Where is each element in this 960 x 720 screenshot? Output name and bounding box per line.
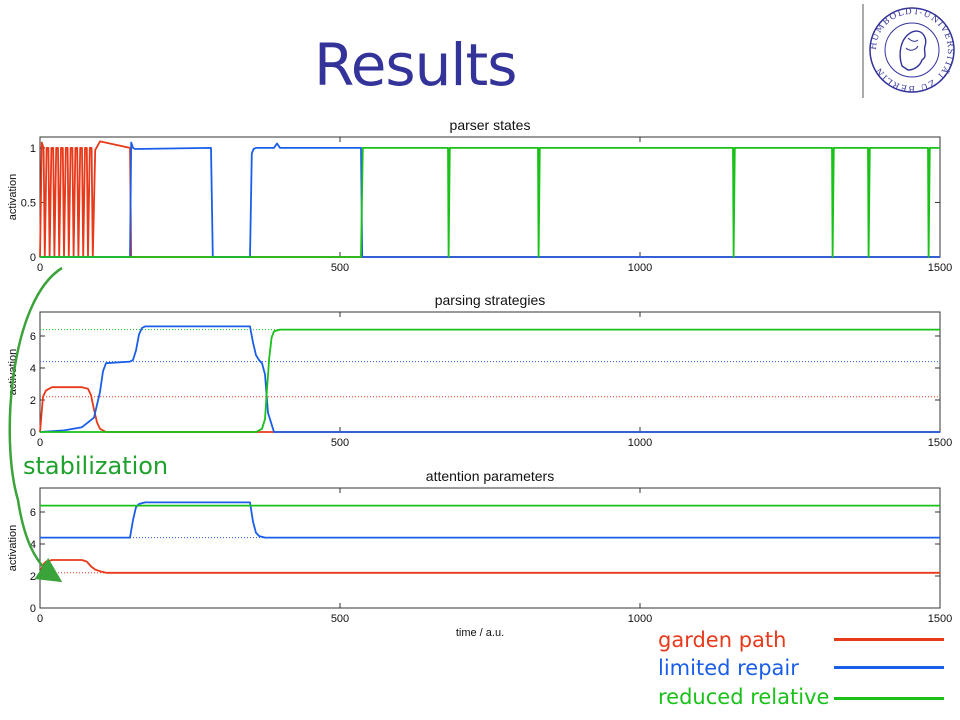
x-tick-label: 0 (37, 437, 43, 449)
y-tick-label: 2 (30, 395, 36, 407)
y-tick-label: 4 (30, 539, 36, 551)
y-axis-label: activation (7, 525, 19, 571)
x-tick-label: 500 (331, 262, 349, 274)
legend-swatch-garden-path (834, 638, 944, 641)
attention-parameters-chart: attention parameters activation time / a.u… (7, 468, 952, 639)
series-line-limited-repair (39, 325, 940, 433)
y-tick-label: 0 (30, 603, 36, 615)
y-tick-label: 0.5 (21, 197, 36, 209)
legend-label-limited-repair: limited repair (658, 656, 799, 680)
legend-swatch-reduced-relative (834, 697, 944, 700)
y-tick-label: 0 (30, 252, 36, 264)
stabilization-annotation: stabilization (23, 452, 169, 480)
plot-frame (39, 487, 941, 609)
x-tick-label: 1000 (628, 613, 652, 625)
legend-swatch-limited-repair (834, 666, 944, 669)
x-tick-label: 1500 (928, 613, 952, 625)
x-tick-label: 1000 (628, 262, 652, 274)
x-tick-label: 1000 (628, 437, 652, 449)
x-tick-label: 1500 (928, 262, 952, 274)
plot-frame (39, 311, 941, 433)
y-tick-label: 0 (30, 427, 36, 439)
x-tick-label: 500 (331, 613, 349, 625)
parser-states-chart: parser states activation 0 500 1000 1500 0 0.5 1 (7, 117, 952, 274)
series-line-garden-path (39, 140, 940, 258)
chart-title: attention parameters (426, 468, 554, 484)
y-tick-label: 1 (30, 143, 36, 155)
university-seal-logo: HUMBOLDT-UNIVERSITÄT ZU BERLIN (862, 4, 955, 98)
x-tick-label: 0 (37, 613, 43, 625)
y-tick-label: 6 (30, 507, 36, 519)
y-tick-label: 6 (30, 331, 36, 343)
plot-frame (39, 136, 941, 258)
stabilization-arrow (8, 266, 63, 583)
chart-title: parsing strategies (435, 292, 546, 308)
x-tick-label: 500 (331, 437, 349, 449)
y-tick-label: 4 (30, 363, 36, 375)
series-line-reduced-relative (40, 328, 940, 433)
x-tick-label: 1500 (928, 437, 952, 449)
legend-label-garden-path: garden path (658, 628, 787, 652)
chart-title: parser states (450, 117, 531, 133)
x-axis-label: time / a.u. (456, 627, 504, 639)
y-axis-label: activation (7, 174, 19, 220)
series-line-reduced-relative (40, 146, 940, 258)
series-line-limited-repair (40, 501, 940, 539)
legend-label-reduced-relative: reduced relative (658, 685, 830, 709)
series-line-limited-repair (40, 141, 940, 258)
x-tick-label: 0 (37, 262, 43, 274)
slide-title: Results (314, 31, 517, 99)
y-tick-label: 2 (30, 571, 36, 583)
